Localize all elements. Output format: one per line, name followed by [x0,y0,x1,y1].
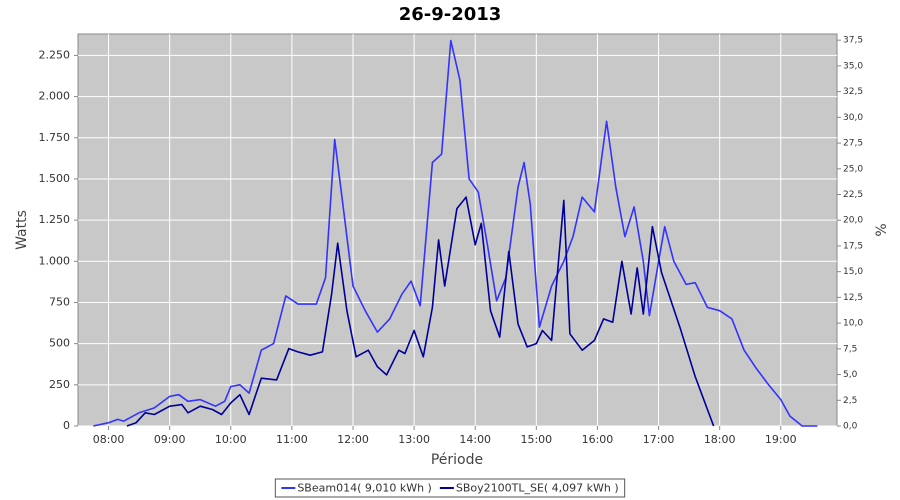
x-axis-title: Période [431,452,483,468]
x-tick-label: 08:00 [93,433,125,446]
x-tick-label: 12:00 [337,433,369,446]
y2-tick-label: 17,5 [843,241,863,251]
series-line [126,196,715,427]
y2-tick-label: 15,0 [843,267,863,277]
x-tick-label: 17:00 [643,433,675,446]
y2-tick-label: 22,5 [843,190,863,200]
y2-tick-label: 27,5 [843,139,863,149]
x-tick-label: 19:00 [765,433,797,446]
y-tick-label: 2.250 [39,48,71,61]
x-tick-label: 09:00 [154,433,186,446]
y2-tick-label: 37,5 [843,36,863,46]
y2-tick-label: 12,5 [843,293,863,303]
x-tick-label: 16:00 [582,433,614,446]
y-axis-title: Watts [14,210,30,250]
x-tick-label: 18:00 [704,433,736,446]
y2-tick-label: 0,0 [843,422,858,432]
y2-tick-label: 5,0 [843,370,858,380]
x-tick-label: 13:00 [398,433,430,446]
x-tick-label: 14:00 [459,433,491,446]
legend-label: SBoy2100TL_SE( 4,097 kWh ) [456,482,619,495]
y-tick-label: 1.250 [39,213,71,226]
y2-tick-label: 10,0 [843,319,863,329]
y2-tick-label: 32,5 [843,87,863,97]
y-tick-label: 500 [49,337,70,350]
y-tick-label: 750 [49,295,70,308]
chart-title: 26-9-2013 [399,4,502,25]
legend: SBeam014( 9,010 kWh ) SBoy2100TL_SE( 4,09… [274,478,626,498]
y-tick-label: 1.500 [39,172,71,185]
y2-tick-label: 35,0 [843,61,863,71]
y2-axis-title: % [874,223,890,236]
y2-tick-label: 7,5 [843,344,857,354]
y-tick-label: 1.750 [39,131,71,144]
y2-tick-label: 25,0 [843,164,863,174]
y2-tick-label: 20,0 [843,216,863,226]
plot-area [77,33,838,427]
series-line [93,39,818,427]
y2-tick-label: 2,5 [843,396,857,406]
x-tick-label: 10:00 [215,433,247,446]
x-tick-label: 11:00 [276,433,308,446]
y-tick-label: 250 [49,378,70,391]
y-tick-label: 1.000 [39,254,71,267]
legend-label: SBeam014( 9,010 kWh ) [297,482,432,495]
x-tick-label: 15:00 [520,433,552,446]
y2-tick-label: 30,0 [843,113,863,123]
y-tick-label: 0 [63,419,70,432]
y-tick-label: 2.000 [39,90,71,103]
